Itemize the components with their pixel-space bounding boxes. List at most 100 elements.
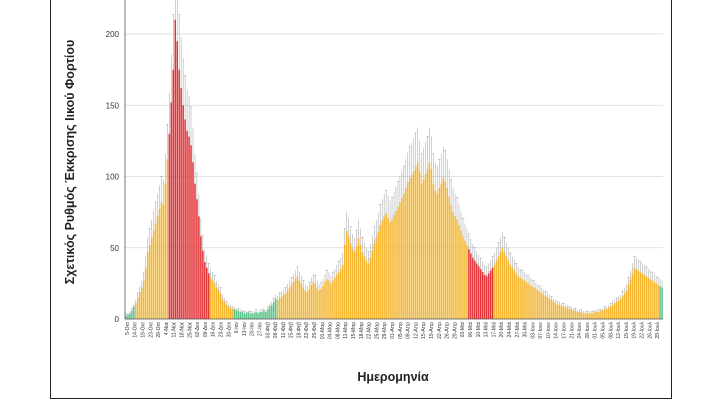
bar	[355, 246, 358, 319]
x-tick-label: 08-Ιουλ	[608, 322, 614, 339]
bar	[515, 273, 517, 319]
bar	[292, 281, 295, 319]
bar	[213, 283, 216, 320]
bar	[263, 310, 265, 319]
bar	[198, 216, 200, 319]
x-tick-label: 15-Απρ	[421, 322, 427, 339]
x-tick-label: 14-Ιουν	[554, 322, 560, 339]
bar	[509, 264, 512, 319]
bar	[410, 175, 413, 319]
bar	[204, 262, 206, 319]
bar	[176, 41, 178, 320]
bar	[302, 287, 305, 319]
x-tick-label: 03-Ιουν	[530, 322, 536, 339]
bar	[152, 230, 155, 319]
bar	[430, 169, 433, 320]
bar	[338, 271, 340, 319]
bar	[450, 205, 452, 319]
bar	[330, 283, 332, 320]
bar	[487, 273, 490, 319]
x-tick-label: 13-Ιαν	[242, 322, 248, 337]
bar	[420, 183, 423, 320]
x-tick-label: 15-Ιουλ	[624, 322, 630, 339]
bar	[146, 252, 149, 319]
y-tick-label: 50	[110, 244, 119, 253]
bar	[635, 269, 638, 320]
bar	[154, 223, 157, 319]
x-tick-label: 08-Φεβ	[273, 322, 279, 338]
bar	[517, 276, 519, 319]
bar	[489, 270, 492, 319]
bar	[296, 276, 299, 319]
bar	[276, 300, 279, 319]
x-tick-label: 05-Απρ	[398, 322, 404, 339]
bar	[470, 253, 472, 319]
x-tick-label: 20-Μαϊ	[499, 321, 505, 337]
bar	[558, 304, 561, 319]
bar	[629, 279, 632, 319]
bar	[144, 267, 147, 319]
bar	[328, 280, 330, 319]
x-tick-label: 5-Οκτ	[125, 322, 131, 335]
bar	[611, 304, 614, 319]
bar	[499, 252, 502, 319]
bar	[568, 309, 571, 319]
bar	[426, 169, 429, 320]
bar	[598, 311, 600, 320]
x-tick-label: 17-Μαϊ	[491, 321, 497, 337]
bar	[174, 19, 177, 319]
bar	[560, 306, 563, 319]
bar	[464, 240, 466, 320]
bar	[539, 291, 541, 319]
bar	[519, 277, 521, 319]
bar	[562, 306, 565, 319]
bar	[316, 287, 318, 319]
bar	[495, 260, 498, 319]
bar	[651, 280, 653, 319]
bar	[397, 206, 399, 319]
bar	[131, 310, 133, 319]
bar	[460, 230, 462, 319]
bar	[625, 290, 628, 319]
x-tick-label: 22-Ιουλ	[640, 322, 646, 339]
x-tick-label: 11-Νοε	[172, 321, 178, 337]
bar	[505, 256, 508, 319]
chart-frame: 0 50 100 150 200 5-Οκτ 14-Οκτ 19-Οκτ 23-Οκτ 28-Ο…	[50, 0, 672, 399]
bar	[395, 210, 397, 319]
bar	[373, 243, 376, 319]
bar	[257, 313, 259, 319]
bar	[659, 286, 661, 319]
bar	[320, 289, 322, 319]
bar	[170, 102, 173, 320]
bar	[637, 270, 640, 319]
bar	[444, 180, 447, 319]
bar	[582, 313, 584, 319]
bar	[233, 309, 236, 319]
bar	[280, 296, 283, 319]
x-tick-label: 26-Ιουλ	[647, 322, 653, 339]
x-tick-label: 27-Ιαν	[257, 322, 263, 337]
bar	[357, 237, 360, 319]
x-tick-label: 22-Φεβ	[304, 322, 310, 338]
bar	[615, 301, 618, 319]
bar	[371, 250, 374, 319]
bar	[531, 286, 533, 319]
bar	[572, 310, 575, 319]
bar	[290, 284, 293, 319]
bar	[180, 88, 182, 320]
bar	[186, 130, 188, 319]
x-tick-label: 24-Μαϊ	[507, 321, 513, 337]
x-tick-label: 07-Ιουν	[538, 322, 544, 339]
bar	[158, 209, 161, 319]
bar	[588, 313, 590, 319]
bar	[308, 289, 311, 319]
bar	[383, 216, 385, 319]
bar	[511, 267, 514, 319]
bar	[192, 162, 194, 319]
bar	[533, 287, 535, 319]
x-tick-label: 30-Μαϊ	[523, 321, 529, 337]
bar	[209, 277, 212, 319]
bar	[259, 311, 261, 320]
bar	[278, 297, 281, 320]
bar	[602, 310, 604, 319]
